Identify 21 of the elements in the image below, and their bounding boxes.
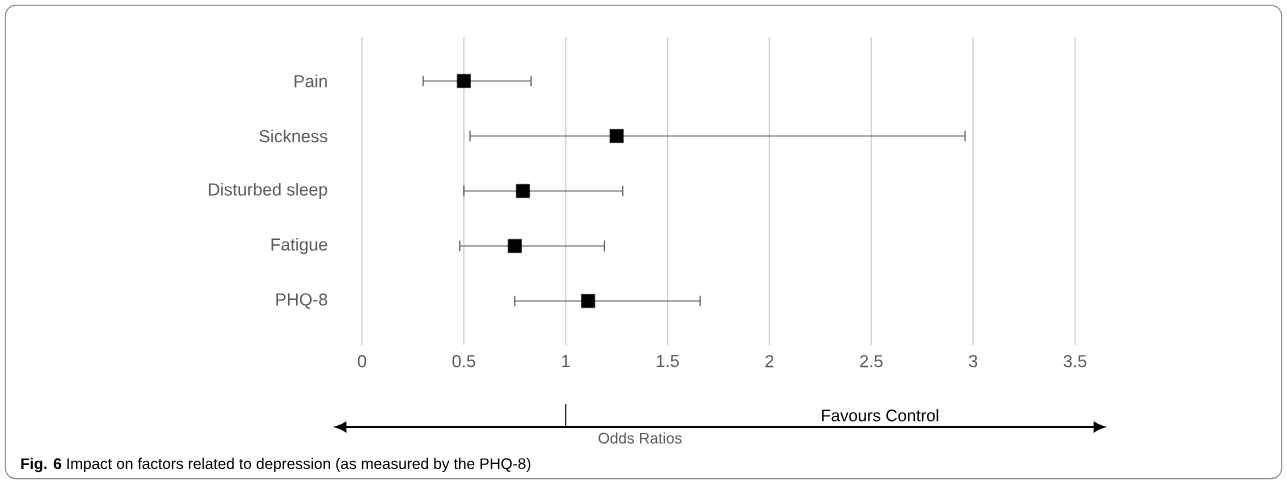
y-tick-label: Pain xyxy=(294,74,327,88)
x-tick-label: 1.5 xyxy=(656,355,679,368)
y-tick-label: Disturbed sleep xyxy=(208,182,328,200)
point xyxy=(581,294,596,308)
x-tick-label: 0 xyxy=(357,355,367,368)
x-tick-label: 2.5 xyxy=(860,355,883,368)
y-tick-label: PHQ-8 xyxy=(276,293,328,309)
x-tick-label: 3 xyxy=(968,355,978,368)
x-tick-label: 1 xyxy=(562,355,570,367)
x-tick-label: 3.5 xyxy=(1063,355,1087,368)
point xyxy=(456,74,471,88)
point xyxy=(507,239,522,253)
y-tick-label: Fatigue xyxy=(271,237,328,255)
point xyxy=(609,129,624,143)
x-tick-label: 2 xyxy=(765,355,774,368)
x-axis-title: Odds Ratios xyxy=(598,432,682,444)
x-tick-label: 0.5 xyxy=(452,355,476,368)
y-tick-label: Sickness xyxy=(259,129,328,143)
point xyxy=(516,184,530,198)
text: Fig. 6 Impact on factors related to depression (as measured by the PHQ-8) xyxy=(21,457,531,473)
text: Favours Control xyxy=(822,409,939,422)
